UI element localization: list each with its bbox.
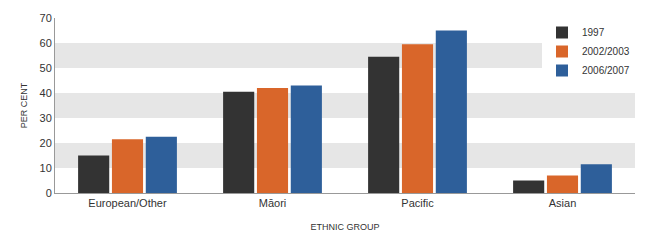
svg-text:Pacific: Pacific (401, 197, 434, 209)
svg-text:Māori: Māori (259, 197, 287, 209)
svg-text:40: 40 (40, 87, 52, 99)
svg-text:70: 70 (40, 12, 52, 24)
svg-text:Asian: Asian (549, 197, 577, 209)
svg-text:2006/2007: 2006/2007 (582, 65, 630, 76)
svg-text:50: 50 (40, 62, 52, 74)
svg-text:1997: 1997 (582, 27, 605, 38)
svg-text:60: 60 (40, 37, 52, 49)
svg-text:0: 0 (46, 187, 52, 199)
svg-text:10: 10 (40, 162, 52, 174)
svg-text:European/Other: European/Other (88, 197, 167, 209)
svg-text:2002/2003: 2002/2003 (582, 46, 630, 57)
svg-text:30: 30 (40, 112, 52, 124)
svg-text:ETHNIC GROUP: ETHNIC GROUP (310, 222, 379, 232)
svg-text:PER CENT: PER CENT (19, 82, 29, 128)
svg-text:20: 20 (40, 137, 52, 149)
